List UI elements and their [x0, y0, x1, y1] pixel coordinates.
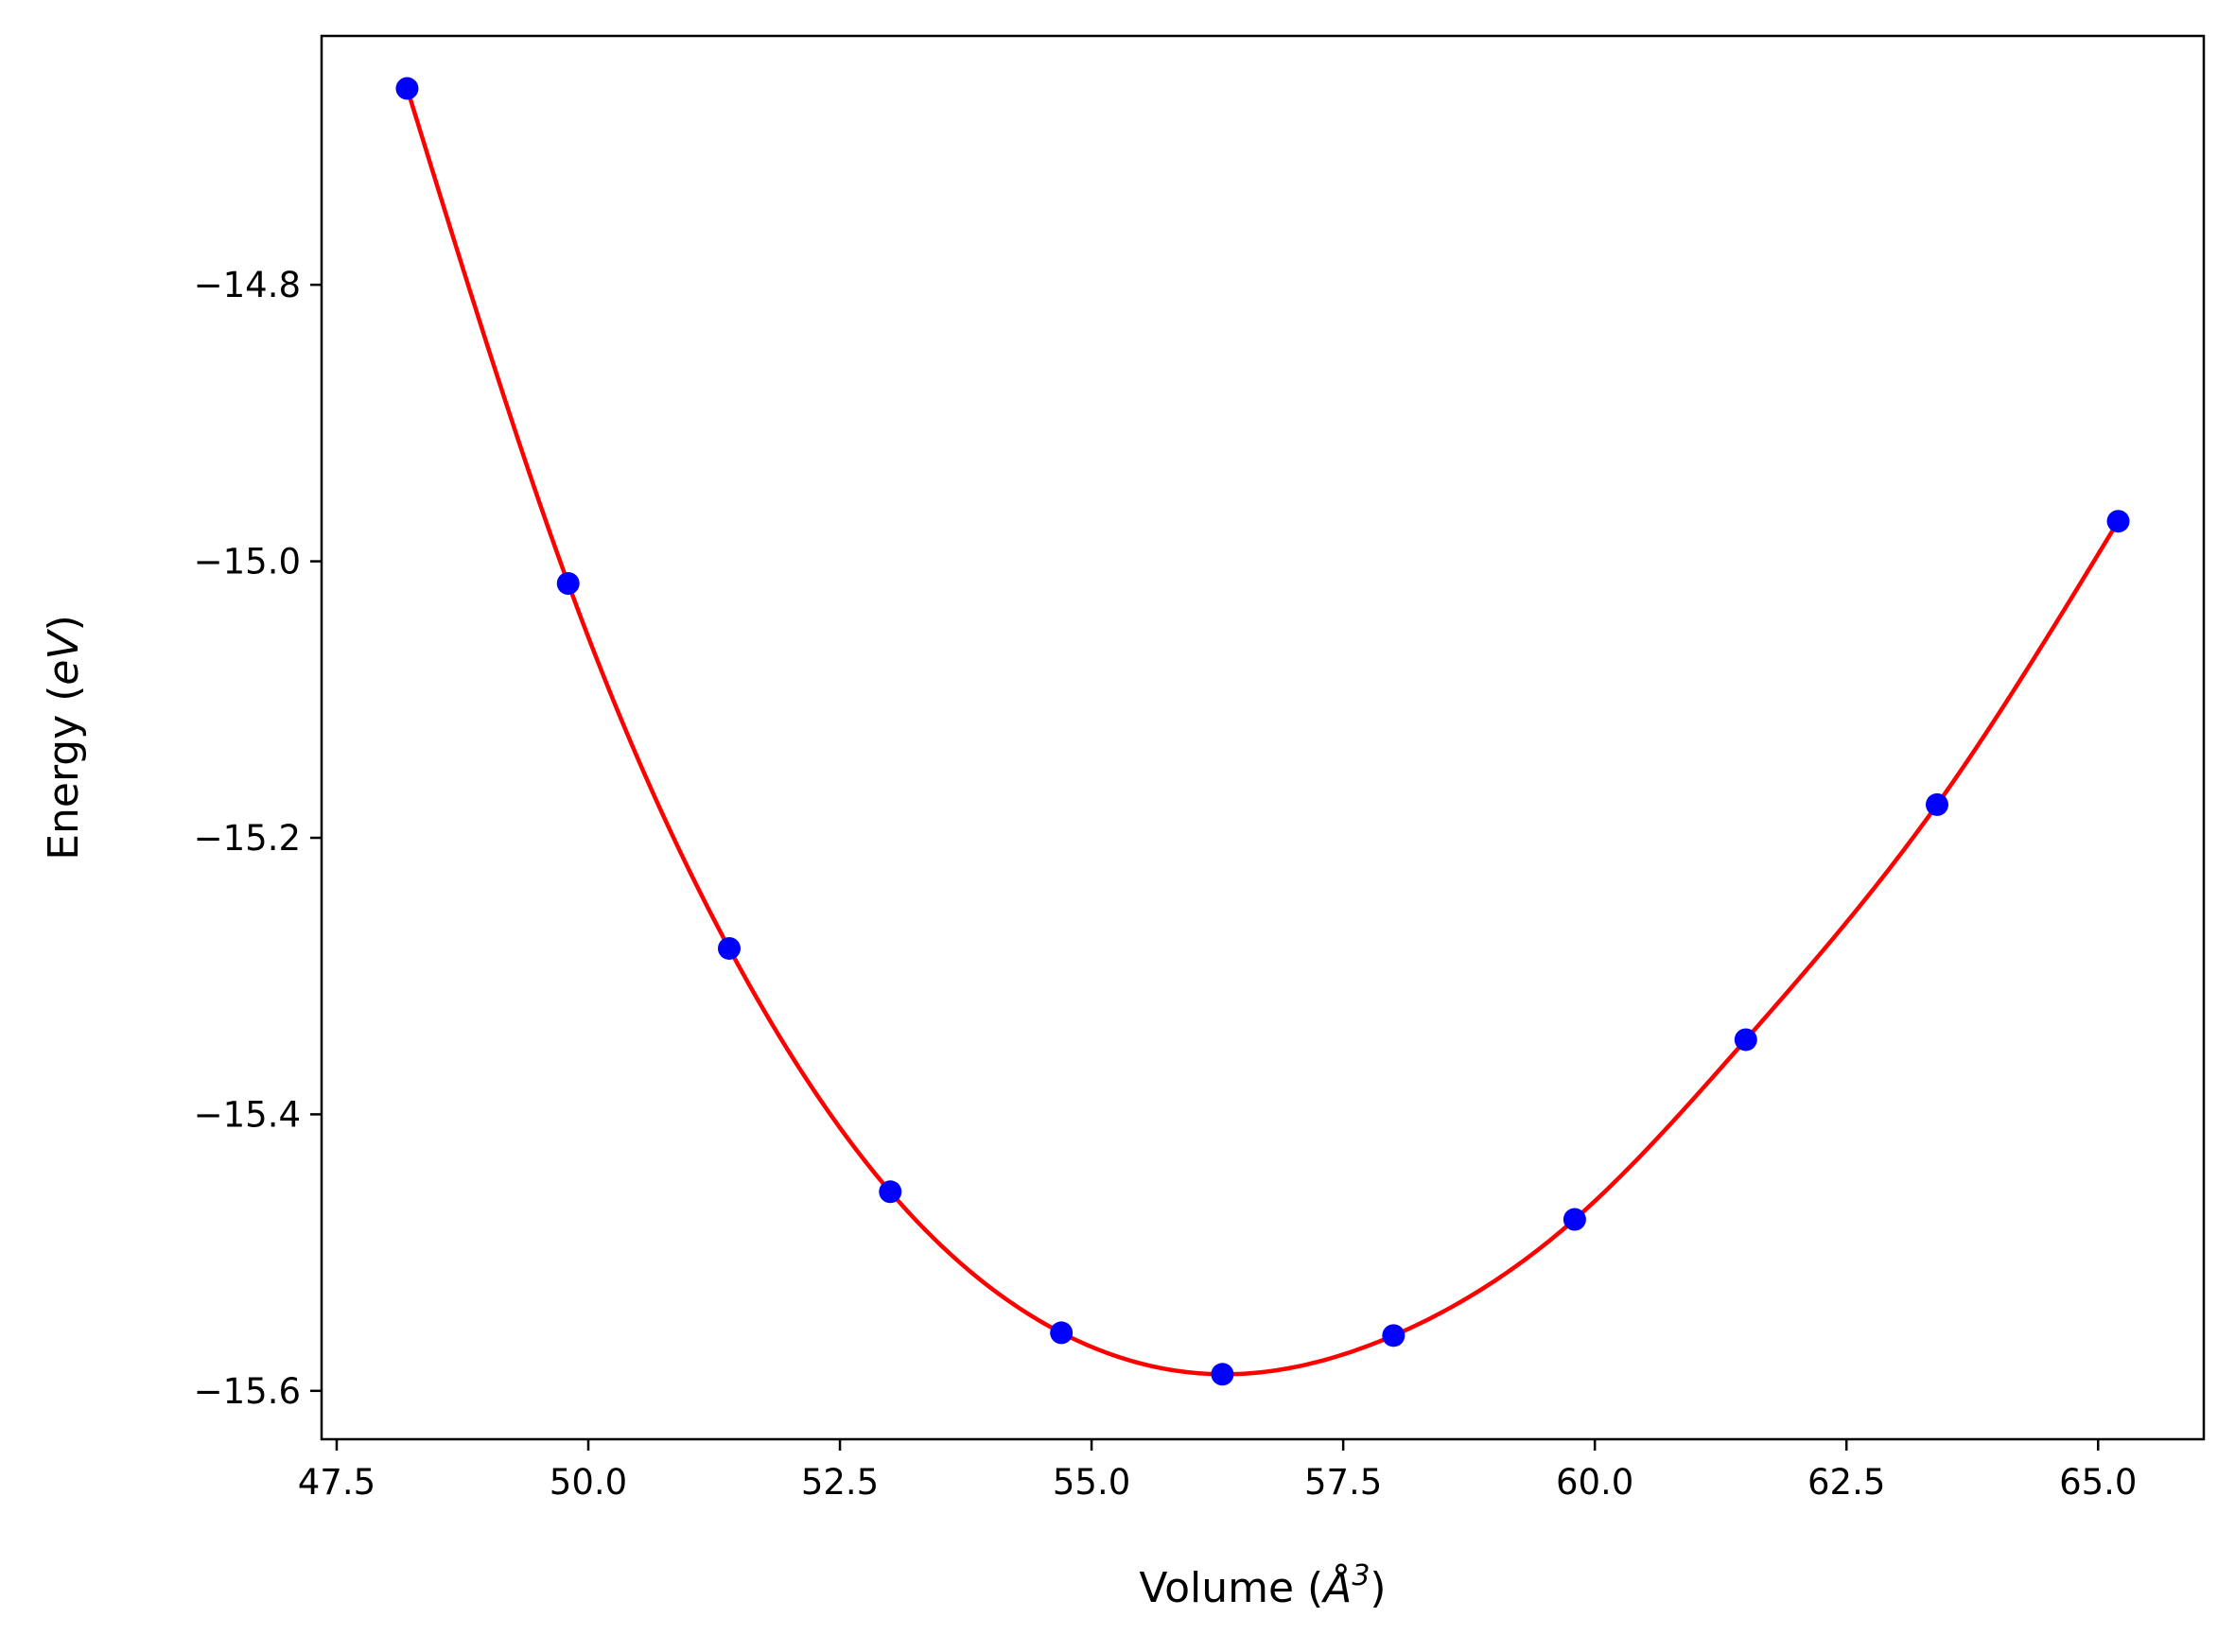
data-point	[1050, 1321, 1074, 1345]
y-axis-ticks: −14.8 −15.0 −15.2 −15.4 −15.6	[194, 265, 322, 1412]
x-tick-label: 52.5	[801, 1462, 879, 1503]
data-points-layer	[395, 77, 2130, 1386]
x-tick-label: 47.5	[298, 1462, 375, 1503]
data-point	[556, 571, 580, 595]
x-axis-ticks: 47.5 50.0 52.5 55.0 57.5 60.0 62.5 65.0	[298, 1439, 2137, 1503]
plot-frame	[320, 34, 2206, 1441]
x-tick-label: 62.5	[1807, 1462, 1885, 1503]
x-tick-label: 60.0	[1556, 1462, 1633, 1503]
data-point	[1382, 1324, 1406, 1348]
x-tick-label: 57.5	[1304, 1462, 1382, 1503]
data-point	[1734, 1028, 1757, 1052]
y-axis-label: Energy (eV)	[40, 615, 88, 861]
x-tick-label: 50.0	[550, 1462, 627, 1503]
data-point	[879, 1180, 902, 1204]
fit-curve-layer	[405, 87, 2121, 1377]
x-axis-label: Volume (Å3)	[1139, 1559, 1386, 1612]
data-point	[395, 77, 419, 100]
data-point	[717, 936, 741, 960]
y-tick-label: −15.4	[194, 1094, 301, 1135]
x-tick-label: 55.0	[1053, 1462, 1130, 1503]
y-tick-label: −15.6	[194, 1371, 301, 1412]
plot-background	[322, 36, 2204, 1439]
y-tick-label: −15.2	[194, 818, 301, 859]
fit-curve	[405, 87, 2121, 1377]
x-tick-label: 65.0	[2059, 1462, 2137, 1503]
data-point	[2106, 510, 2130, 533]
y-tick-label: −15.0	[194, 542, 301, 583]
data-point	[1211, 1363, 1234, 1386]
y-tick-label: −14.8	[194, 265, 301, 305]
data-point	[1563, 1208, 1586, 1231]
data-point	[1925, 792, 1948, 816]
